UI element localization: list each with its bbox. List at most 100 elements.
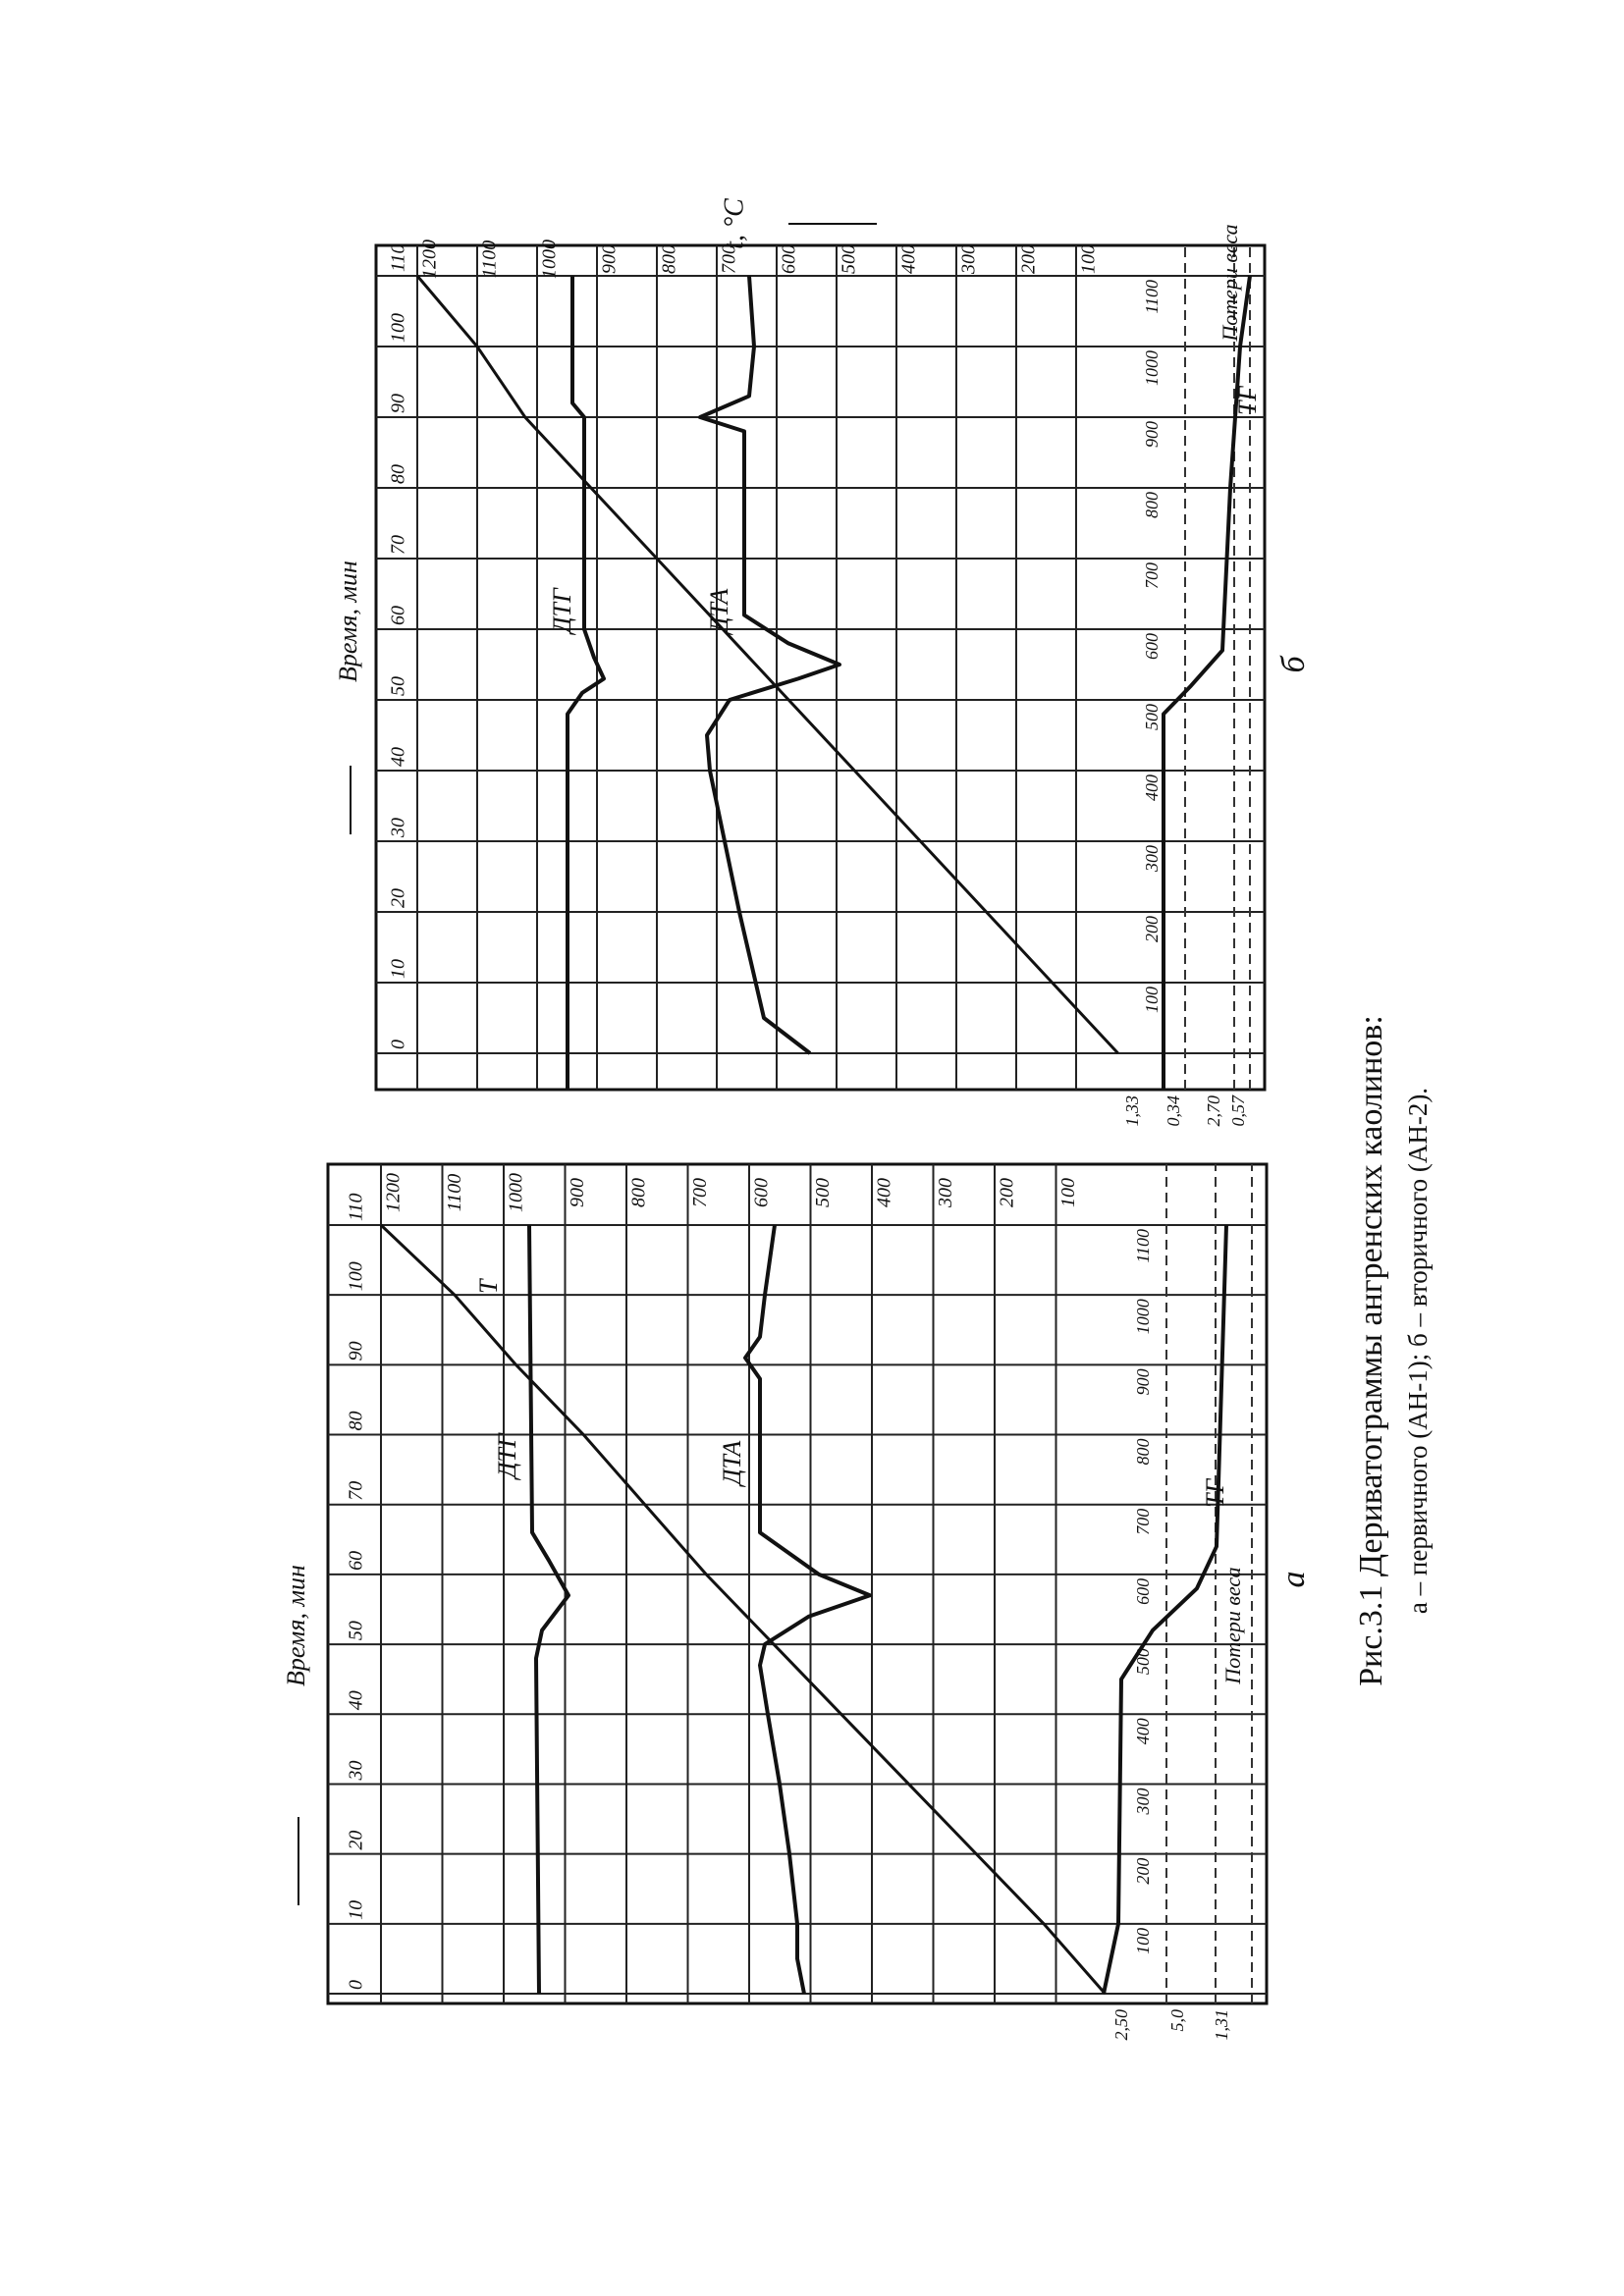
tg-scale-label: 500 — [1133, 1648, 1153, 1675]
x-tick-label: 40 — [346, 1690, 367, 1710]
y-tick-label: 700 — [719, 244, 740, 274]
weight-loss-label: 1,31 — [1212, 2009, 1231, 2041]
tg-scale-label: 800 — [1142, 492, 1162, 518]
tg-scale-label: 700 — [1133, 1509, 1153, 1535]
y-tick-label: 300 — [935, 1178, 956, 1208]
curve-label: ДТГ — [548, 587, 576, 636]
y-tick-label: 800 — [659, 244, 680, 274]
y-tick-label: 800 — [628, 1178, 650, 1207]
tg-curve — [1102, 1224, 1228, 1995]
curve-label: ДТА — [705, 589, 733, 636]
x-tick-label: 50 — [346, 1621, 367, 1640]
y-tick-label: 1000 — [539, 240, 561, 279]
tg-scale-label: 200 — [1133, 1858, 1153, 1885]
tg-scale-label: 300 — [1142, 845, 1162, 873]
x-tick-label: 110 — [388, 243, 409, 272]
derivatogram: 0 10 20 30 40 50 60 70 80 90 100 110 100 200 300 400 500… — [334, 198, 1267, 1127]
dtg-curve — [566, 276, 606, 1089]
caption-title: Рис.3.1 Дериватограммы ангренских каолин… — [1353, 1015, 1389, 1686]
x-tick-label: 110 — [346, 1193, 367, 1221]
frame — [326, 1162, 1269, 2005]
tg-scale-label: 400 — [1142, 774, 1162, 801]
y-tick-label: 600 — [751, 1178, 773, 1207]
curve-label: ДТА — [718, 1441, 746, 1488]
y-tick-label: 1200 — [383, 1173, 405, 1212]
weight-loss-label: 0,34 — [1164, 1095, 1183, 1127]
x-tick-label: 30 — [388, 818, 409, 838]
x-tick-label: 80 — [346, 1412, 367, 1431]
curve-label: ТГ — [1233, 386, 1262, 415]
tg-scale-label: 600 — [1142, 633, 1162, 660]
x-axis-title: Время, мин — [282, 1565, 310, 1686]
y-tick-label: 200 — [997, 1178, 1018, 1207]
y-tick-label: 500 — [812, 1178, 834, 1207]
y-tick-label: 600 — [779, 244, 800, 274]
y-tick-label: 700 — [689, 1178, 711, 1207]
weight-loss-label: 2,70 — [1204, 1095, 1223, 1127]
x-tick-label: 80 — [388, 464, 409, 484]
tg-scale-label: 1000 — [1142, 350, 1162, 386]
x-tick-label: 20 — [388, 888, 409, 908]
frame — [374, 243, 1267, 1092]
x-tick-label: 60 — [346, 1551, 367, 1571]
tg-scale-label: 100 — [1142, 987, 1162, 1013]
x-tick-label: 10 — [388, 959, 409, 979]
weight-loss-label: 5,0 — [1167, 2009, 1187, 2032]
tg-scale-label: 300 — [1133, 1788, 1153, 1815]
tg-scale-label: 1000 — [1133, 1299, 1153, 1334]
panel-label: а — [1275, 1572, 1312, 1588]
y-tick-label: 100 — [1078, 244, 1100, 274]
tg-scale-label: 900 — [1142, 421, 1162, 448]
dta-curve — [698, 275, 841, 1055]
x-tick-label: 50 — [388, 676, 409, 696]
y-tick-label: 400 — [898, 244, 920, 274]
y-tick-label: 200 — [1018, 244, 1040, 274]
x-tick-label: 30 — [346, 1760, 367, 1781]
y-tick-label: 400 — [874, 1178, 895, 1207]
y-tick-label: 1100 — [479, 240, 501, 279]
temperature-line — [379, 1223, 1107, 1995]
x-tick-label: 60 — [388, 606, 409, 625]
x-tick-label: 90 — [346, 1341, 367, 1361]
x-axis-title: Время, мин — [334, 561, 362, 682]
y-tick-label: 1200 — [419, 240, 441, 279]
tg-scale-label: 500 — [1142, 704, 1162, 730]
tg-scale-label: 1100 — [1133, 1229, 1153, 1263]
y-tick-label: 1000 — [506, 1173, 527, 1212]
y-tick-label: 500 — [839, 244, 860, 274]
x-tick-label: 0 — [388, 1040, 409, 1049]
y-tick-label: 900 — [567, 1178, 588, 1207]
y-tick-label: 300 — [958, 244, 980, 275]
y-tick-label: 100 — [1057, 1178, 1079, 1207]
tg-scale-label: 400 — [1133, 1718, 1153, 1744]
x-tick-label: 0 — [346, 1980, 367, 1990]
weight-loss-label: 2,50 — [1111, 2009, 1131, 2041]
x-tick-label: 100 — [346, 1261, 367, 1291]
y-axis-title: t, °C — [719, 198, 749, 249]
x-tick-label: 70 — [388, 535, 409, 555]
x-tick-label: 90 — [388, 394, 409, 413]
tg-curve — [1162, 275, 1252, 1089]
x-tick-label: 20 — [346, 1831, 367, 1850]
tg-scale-label: 600 — [1133, 1578, 1153, 1605]
temperature-line — [415, 275, 1119, 1055]
weight-loss-label: 1,33 — [1122, 1095, 1142, 1127]
y-tick-label: 900 — [599, 244, 621, 274]
y-tick-label: 1100 — [444, 1174, 465, 1212]
tg-scale-label: 800 — [1133, 1439, 1153, 1466]
x-tick-label: 10 — [346, 1900, 367, 1920]
caption-subtitle: а – первичного (АН-1); б – вторичного (А… — [1403, 1088, 1433, 1614]
tg-scale-label: 1100 — [1142, 280, 1162, 314]
tg-scale-label: 700 — [1142, 562, 1162, 589]
curve-label: ТГ — [1201, 1478, 1229, 1508]
x-tick-label: 100 — [388, 313, 409, 343]
tg-scale-label: 900 — [1133, 1368, 1153, 1395]
dta-curve — [743, 1224, 872, 1995]
derivatogram: 0 10 20 30 40 50 60 70 80 90 100 110 100 200 300 400 500… — [282, 1162, 1269, 2041]
dtg-curve — [527, 1224, 570, 1995]
curve-label: T — [474, 1278, 503, 1294]
curve-label: ДТГ — [493, 1432, 521, 1481]
tg-scale-label: 200 — [1142, 916, 1162, 942]
